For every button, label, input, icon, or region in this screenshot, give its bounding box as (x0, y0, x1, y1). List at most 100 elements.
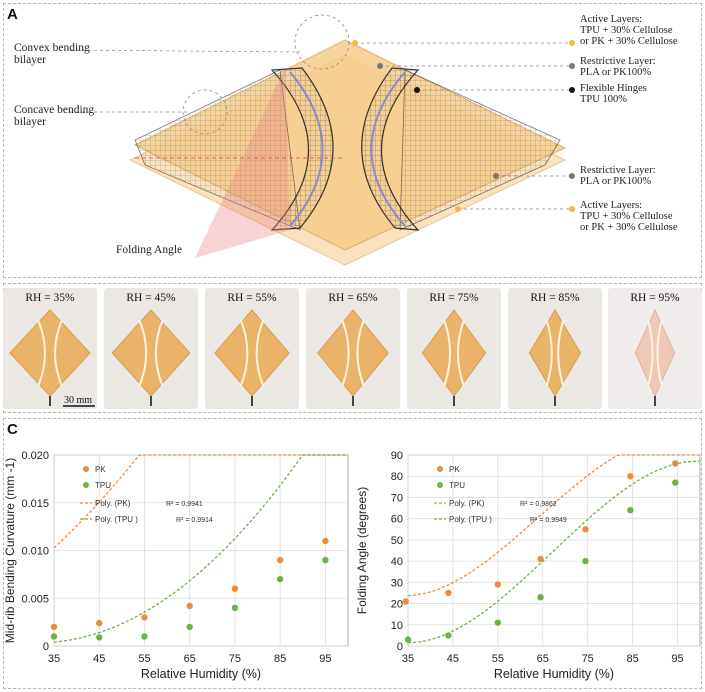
trend-line (407, 454, 700, 597)
x-tick-label: 45 (447, 653, 459, 665)
panel-c-letter: C (7, 421, 18, 438)
legend-marker (437, 466, 443, 472)
folded-sample (111, 309, 191, 406)
trend-line (53, 454, 348, 643)
rh-photo: RH = 65% (306, 288, 400, 409)
data-point (322, 537, 329, 545)
rh-photo: RH = 95% (608, 288, 702, 409)
rh-photo: RH = 45% (104, 288, 198, 409)
scale-bar-label: 30 mm (64, 395, 93, 406)
data-point (582, 557, 589, 565)
data-point (402, 598, 409, 605)
data-point (445, 589, 452, 597)
y-tick-label: 10 (391, 620, 403, 632)
data-point (276, 556, 284, 564)
active-top-marker (352, 40, 358, 46)
data-point (322, 556, 329, 564)
panel-a-frame (3, 3, 702, 278)
x-tick-label: 95 (319, 653, 331, 665)
data-point (627, 473, 634, 480)
legend-marker (83, 466, 89, 472)
legend-label: TPU (95, 481, 111, 490)
data-point (672, 479, 679, 486)
data-point (494, 619, 502, 626)
y-tick-label: 0.005 (21, 593, 49, 605)
active-layers-bottom-label: Active Layers: TPU + 30% Cellulose or PK +… (580, 200, 678, 233)
legend-marker (83, 482, 89, 488)
restrictive-top-dot (569, 63, 575, 69)
y-tick-label: 0 (397, 641, 403, 653)
x-tick-label: 75 (582, 653, 594, 665)
restrictive-bottom-marker (493, 173, 499, 179)
folded-sample (634, 308, 676, 406)
legend-label: PK (449, 465, 460, 474)
x-tick-label: 75 (229, 653, 241, 665)
hinge-dot (569, 87, 575, 93)
folding-angle-label: Folding Angle (116, 244, 183, 256)
rh-photo: RH = 75% (407, 288, 501, 409)
folded-sample (528, 309, 582, 406)
hinge-marker (414, 87, 420, 93)
rh-label: RH = 65% (328, 292, 378, 304)
folded-sample (421, 309, 487, 406)
x-tick-label: 55 (138, 653, 150, 665)
data-point (186, 602, 193, 610)
r2-label: R² = 0,9949 (530, 517, 567, 524)
legend-label: Poly. (TPU ) (449, 515, 492, 524)
restrictive-top-marker (377, 63, 383, 69)
x-tick-label: 95 (671, 653, 683, 665)
curvature-chart: 0 0.005 0.010 0.015 0.020 35 45 55 65 75 85 95 Relat… (0, 440, 352, 692)
x-axis-label: Relative Humidity (%) (141, 667, 261, 681)
active-layers-top-label: Active Layers: TPU + 30% Cellulose or PK +… (580, 14, 678, 47)
y-axis-label: Mid-rib Bending Curvature (mm -1) (3, 458, 17, 643)
data-point (537, 593, 544, 601)
data-point (537, 555, 544, 563)
bilayer-schematic (69, 14, 575, 266)
y-tick-label: 0.020 (21, 450, 49, 462)
legend-label: Poly. (PK) (95, 499, 131, 508)
data-point (627, 506, 634, 514)
y-axis-label: Folding Angle (degrees) (355, 487, 369, 614)
rh-label: RH = 95% (630, 292, 680, 304)
y-tick-label: 20 (391, 599, 403, 611)
rh-photo: RH = 35% (3, 288, 97, 409)
trend-line (53, 454, 348, 549)
rh-label: RH = 45% (126, 292, 176, 304)
data-point (186, 623, 193, 631)
folded-sample (317, 309, 389, 406)
data-point (50, 623, 58, 631)
rh-photo: RH = 55% (205, 288, 299, 409)
data-point (494, 581, 502, 588)
data-point (96, 634, 103, 641)
rh-photo: RH = 85% (508, 288, 602, 409)
data-point (141, 614, 148, 621)
y-tick-label: 0.010 (21, 546, 49, 558)
trend-line (408, 460, 701, 644)
y-tick-label: 60 (391, 514, 403, 526)
x-tick-label: 65 (184, 653, 196, 665)
active-bottom-dot (569, 206, 575, 212)
legend-label: Poly. (PK) (449, 499, 485, 508)
data-point (445, 632, 452, 639)
active-top-dot (569, 40, 575, 46)
data-point (50, 633, 58, 640)
x-tick-label: 35 (48, 653, 60, 665)
x-tick-label: 55 (492, 653, 504, 665)
folded-sample (9, 309, 95, 407)
restrictive-layer-bottom-label: Restrictive Layer: PLA or PK100% (580, 165, 656, 187)
x-tick-label: 35 (402, 653, 414, 665)
data-point (231, 585, 239, 592)
data-point (231, 604, 239, 611)
r2-label: R² = 0,9862 (520, 501, 557, 508)
r2-label: R² = 0,9914 (176, 517, 213, 524)
x-axis-label: Relative Humidity (%) (494, 667, 614, 681)
folding-angle-chart: 0 10 20 30 40 50 60 70 80 90 35 45 55 65 75 85 95 Relativ… (352, 440, 704, 692)
legend-label: Poly. (TPU ) (95, 515, 138, 524)
legend-marker (437, 482, 443, 488)
y-tick-label: 40 (391, 556, 403, 568)
folded-sample (214, 309, 290, 406)
y-tick-label: 70 (391, 492, 403, 504)
restrictive-layer-top-label: Restrictive Layer: PLA or PK100% (580, 56, 656, 78)
rh-label: RH = 35% (25, 292, 75, 304)
r2-label: R² = 0,9941 (166, 501, 203, 508)
